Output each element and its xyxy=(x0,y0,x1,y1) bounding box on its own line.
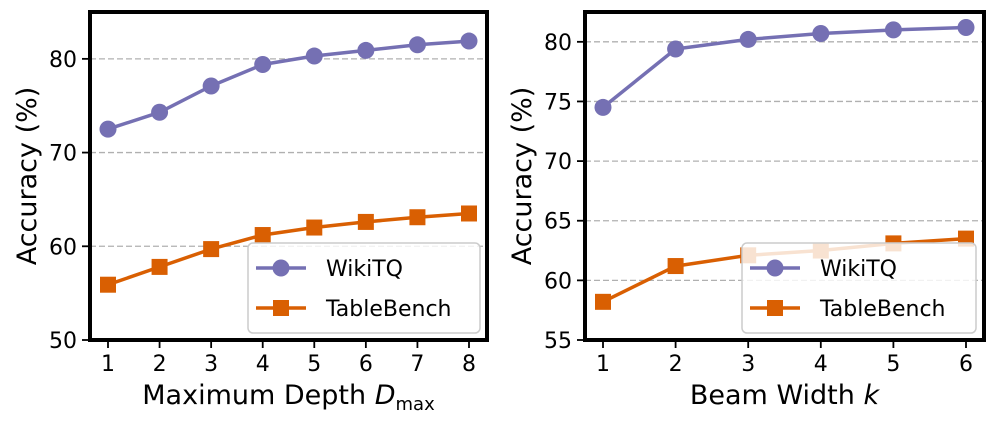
legend: WikiTQ TableBench xyxy=(741,242,977,334)
data-point-wikitq xyxy=(460,32,478,50)
data-point-tablebench xyxy=(151,258,168,275)
legend-label-wikitq: WikiTQ xyxy=(820,257,897,282)
y-tick-label: 60 xyxy=(544,269,572,294)
data-point-wikitq xyxy=(305,47,323,65)
legend-marker-wikitq xyxy=(766,259,784,277)
x-tick-label: 4 xyxy=(256,352,270,377)
legend-box xyxy=(741,242,977,334)
plot-frame xyxy=(583,10,986,342)
legend-label-tablebench: TableBench xyxy=(819,297,946,322)
chart-panel-2: 55 60 65 70 75 80 1 2 3 4 5 6 Accuracy (%) Beam Width… xyxy=(507,10,986,411)
data-point-wikitq xyxy=(739,30,757,48)
y-axis-label: Accuracy (%) xyxy=(12,87,43,266)
legend: WikiTQ TableBench xyxy=(247,242,481,334)
data-point-wikitq xyxy=(357,41,375,59)
data-point-tablebench xyxy=(306,219,323,236)
x-tick-label: 2 xyxy=(669,352,683,377)
data-point-tablebench xyxy=(254,227,271,244)
y-tick-label: 60 xyxy=(49,235,77,260)
data-point-tablebench xyxy=(357,213,374,230)
data-point-tablebench xyxy=(409,209,426,226)
data-point-tablebench xyxy=(667,258,684,275)
x-tick-label: 5 xyxy=(886,352,900,377)
legend-label-tablebench: TableBench xyxy=(325,297,452,322)
data-point-wikitq xyxy=(202,77,220,95)
series-line-tablebench xyxy=(107,211,470,287)
x-tick-label: 1 xyxy=(596,352,610,377)
x-tick-label: 7 xyxy=(410,352,424,377)
x-tick-label: 8 xyxy=(462,352,476,377)
data-point-wikitq xyxy=(812,24,830,42)
data-point-wikitq xyxy=(667,40,685,58)
x-tick-label: 4 xyxy=(814,352,828,377)
data-point-wikitq xyxy=(408,36,426,54)
x-tick-label: 3 xyxy=(741,352,755,377)
y-tick-label: 50 xyxy=(49,329,77,354)
y-tick-label: 70 xyxy=(544,150,572,175)
y-tick-label: 80 xyxy=(49,48,77,73)
data-point-wikitq xyxy=(99,120,117,138)
data-point-tablebench xyxy=(203,241,220,258)
data-point-wikitq xyxy=(884,21,902,39)
x-tick-label: 6 xyxy=(359,352,373,377)
y-tick-label: 55 xyxy=(544,329,572,354)
x-tick-label: 2 xyxy=(153,352,167,377)
y-tick-label: 65 xyxy=(544,210,572,235)
data-point-wikitq xyxy=(594,98,612,116)
data-point-wikitq xyxy=(254,55,272,73)
x-axis-label: Beam Width k xyxy=(690,380,881,411)
chart-panel-1: 50 60 70 80 1 2 3 4 5 6 7 8 Accuracy (%) Maximum Dept… xyxy=(12,10,489,415)
y-tick-label: 70 xyxy=(49,142,77,167)
plot-frame xyxy=(88,10,489,342)
series-line-wikitq xyxy=(601,25,967,109)
data-point-wikitq xyxy=(151,103,169,121)
x-axis-label: Maximum Depth Dmax xyxy=(142,380,435,415)
series-line-wikitq xyxy=(107,39,470,131)
x-tick-label: 3 xyxy=(204,352,218,377)
data-point-tablebench xyxy=(595,293,611,310)
legend-marker-wikitq xyxy=(272,259,290,277)
data-point-tablebench xyxy=(461,205,477,222)
data-point-wikitq xyxy=(957,19,975,37)
x-tick-label: 5 xyxy=(307,352,321,377)
data-point-tablebench xyxy=(100,276,116,293)
legend-label-wikitq: WikiTQ xyxy=(326,257,403,282)
y-tick-label: 75 xyxy=(544,90,572,115)
y-axis-label: Accuracy (%) xyxy=(507,87,538,266)
x-tick-label: 1 xyxy=(101,352,115,377)
legend-marker-tablebench xyxy=(273,300,289,316)
x-tick-label: 6 xyxy=(959,352,973,377)
legend-marker-tablebench xyxy=(767,300,783,316)
y-tick-label: 80 xyxy=(544,31,572,56)
legend-box xyxy=(247,242,481,334)
